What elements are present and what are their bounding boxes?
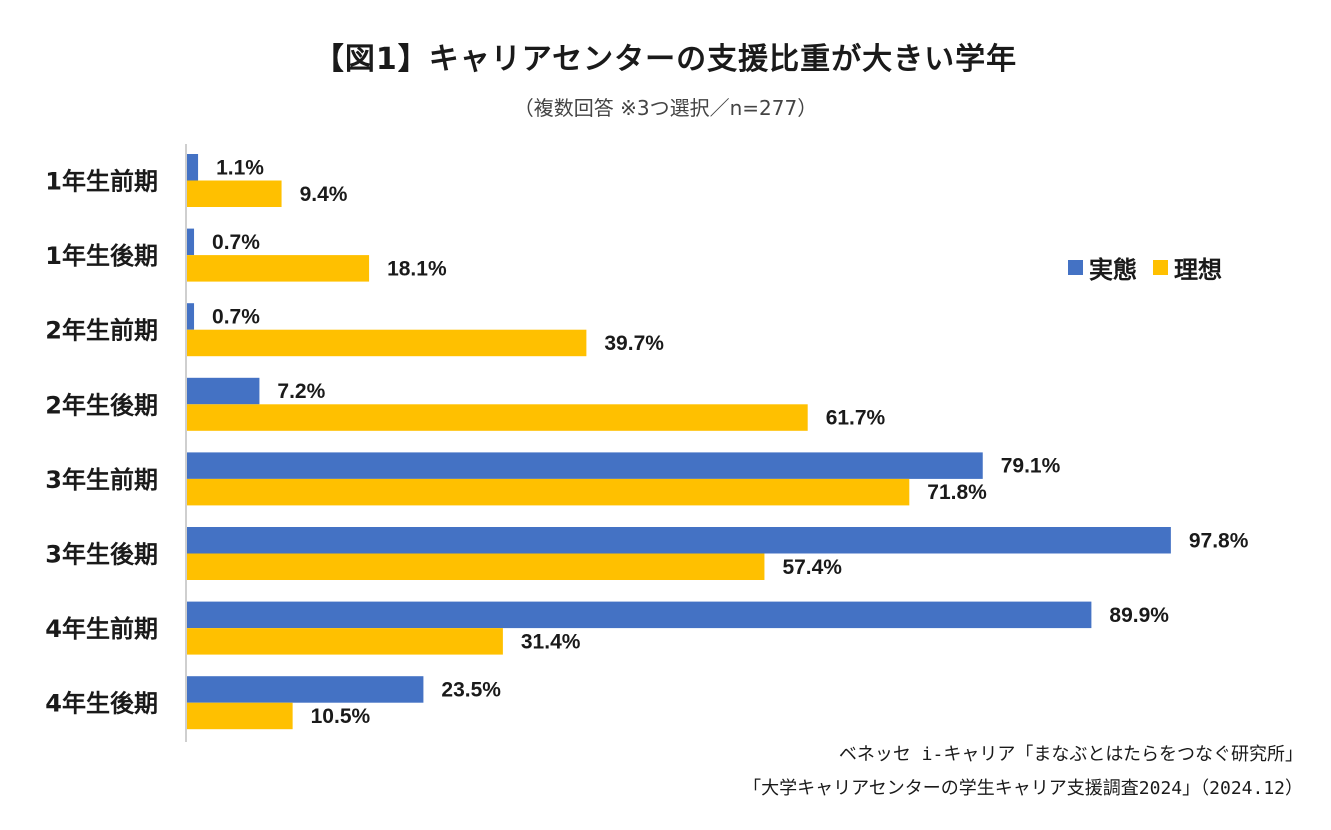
bar-actual	[187, 228, 195, 256]
data-label-actual: 0.7%	[212, 305, 260, 328]
data-label-ideal: 18.1%	[387, 257, 447, 280]
source-line-2: 「大学キャリアセンターの学生キャリア支援調査2024」（2024.12）	[743, 778, 1303, 799]
data-label-actual: 7.2%	[277, 380, 325, 403]
data-label-ideal: 39.7%	[604, 332, 664, 355]
chart-title: 【図1】キャリアセンターの支援比重が大きい学年	[313, 42, 1018, 77]
bar-ideal	[187, 180, 282, 207]
y-tick-label: 1年生前期	[45, 168, 158, 196]
legend-label-actual: 実態	[1089, 256, 1137, 284]
y-tick-label: 2年生後期	[45, 391, 158, 419]
legend-swatch-ideal	[1153, 260, 1168, 275]
y-tick-label: 3年生前期	[45, 466, 158, 494]
bar-ideal	[187, 702, 293, 730]
legend-label-ideal: 理想	[1174, 256, 1222, 284]
chart-subtitle: （複数回答 ※3つ選択／n=277）	[513, 96, 818, 120]
data-label-ideal: 9.4%	[300, 183, 348, 206]
legend-swatch-actual	[1068, 260, 1083, 275]
legend: 実態 理想	[1068, 250, 1238, 285]
legend-item-actual: 実態	[1068, 250, 1137, 285]
y-tick-label: 4年生前期	[45, 615, 158, 643]
data-label-actual: 23.5%	[441, 678, 501, 701]
bar-actual	[187, 303, 195, 330]
source-note: ベネッセ i-キャリア「まなぶとはたらをつなぐ研究所」 「大学キャリアセンターの…	[743, 738, 1303, 806]
data-label-actual: 1.1%	[216, 156, 264, 179]
legend-item-ideal: 理想	[1153, 250, 1222, 285]
bar-ideal	[187, 478, 910, 506]
y-tick-label: 1年生後期	[45, 242, 158, 270]
bar-ideal	[187, 329, 587, 357]
bar-actual	[187, 452, 983, 479]
data-label-ideal: 10.5%	[311, 705, 371, 728]
y-tick-label: 4年生後期	[45, 690, 158, 718]
bar-actual	[187, 377, 260, 405]
y-tick-label: 3年生後期	[45, 541, 158, 569]
bar-ideal	[187, 404, 808, 431]
bar-ideal	[187, 255, 370, 282]
data-label-ideal: 57.4%	[782, 556, 842, 579]
data-label-actual: 89.9%	[1109, 604, 1169, 627]
data-label-actual: 97.8%	[1189, 529, 1249, 552]
data-label-actual: 79.1%	[1001, 455, 1061, 478]
bar-actual	[187, 676, 424, 703]
y-tick-label: 2年生前期	[45, 317, 158, 345]
bar-ideal	[187, 553, 765, 580]
bar-ideal	[187, 628, 503, 655]
data-label-ideal: 31.4%	[521, 630, 581, 653]
source-line-1: ベネッセ i-キャリア「まなぶとはたらをつなぐ研究所」	[838, 744, 1303, 765]
data-label-ideal: 61.7%	[826, 407, 886, 430]
bar-actual	[187, 527, 1171, 554]
bar-actual	[187, 601, 1092, 629]
data-label-actual: 0.7%	[212, 231, 260, 254]
data-label-ideal: 71.8%	[927, 481, 987, 504]
bar-actual	[187, 154, 199, 181]
